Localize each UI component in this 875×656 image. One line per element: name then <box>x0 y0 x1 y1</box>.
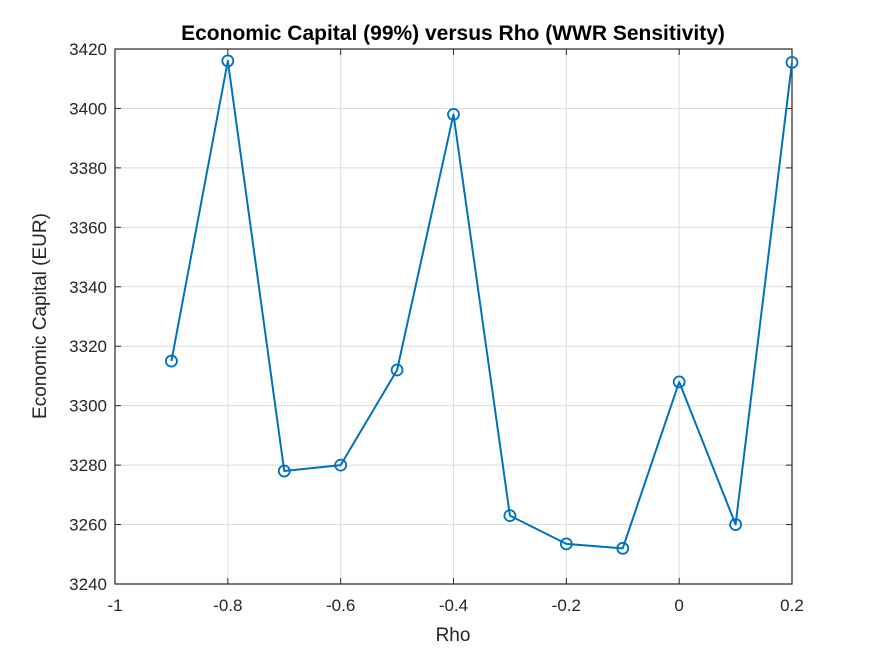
data-point <box>277 464 291 478</box>
x-tick-label: -0.8 <box>213 596 242 615</box>
y-tick-label: 3400 <box>69 99 107 118</box>
x-axis-label: Rho <box>436 625 471 646</box>
data-point <box>447 107 460 121</box>
x-tick-label: -0.6 <box>326 596 355 615</box>
grid <box>115 49 792 584</box>
x-tick-label: -1 <box>107 596 122 615</box>
y-tick-label: 3240 <box>69 575 107 594</box>
data-point <box>165 354 178 368</box>
data-point <box>334 458 348 472</box>
x-tick-label: 0.2 <box>780 596 804 615</box>
y-tick-label: 3360 <box>69 218 107 237</box>
y-axis-ticks: 3240 3260 3280 3300 3320 3340 3360 3380 3400 3420 <box>69 40 792 594</box>
y-tick-label: 3280 <box>69 456 107 475</box>
series-line <box>170 59 793 550</box>
data-point <box>672 375 686 389</box>
data-point <box>729 518 742 531</box>
data-point <box>785 55 799 69</box>
x-tick-label: -0.4 <box>439 596 468 615</box>
y-axis-label: Economic Capital (EUR) <box>30 213 51 419</box>
y-tick-label: 3320 <box>69 337 107 356</box>
data-point <box>503 509 517 523</box>
chart-title: Economic Capital (99%) versus Rho (WWR S… <box>181 22 725 45</box>
x-axis-ticks: -1 -0.8 -0.6 -0.4 -0.2 0 0.2 <box>107 49 804 615</box>
y-tick-label: 3380 <box>69 159 107 178</box>
data-point <box>390 363 404 377</box>
y-tick-label: 3260 <box>69 516 107 535</box>
y-tick-label: 3340 <box>69 278 107 297</box>
x-tick-label: -0.2 <box>552 596 581 615</box>
y-tick-label: 3300 <box>69 397 107 416</box>
y-tick-label: 3420 <box>69 40 107 59</box>
x-tick-label: 0 <box>674 596 683 615</box>
data-point <box>559 537 573 551</box>
data-point <box>616 541 630 555</box>
series-layer <box>165 54 799 555</box>
data-point <box>221 54 235 68</box>
